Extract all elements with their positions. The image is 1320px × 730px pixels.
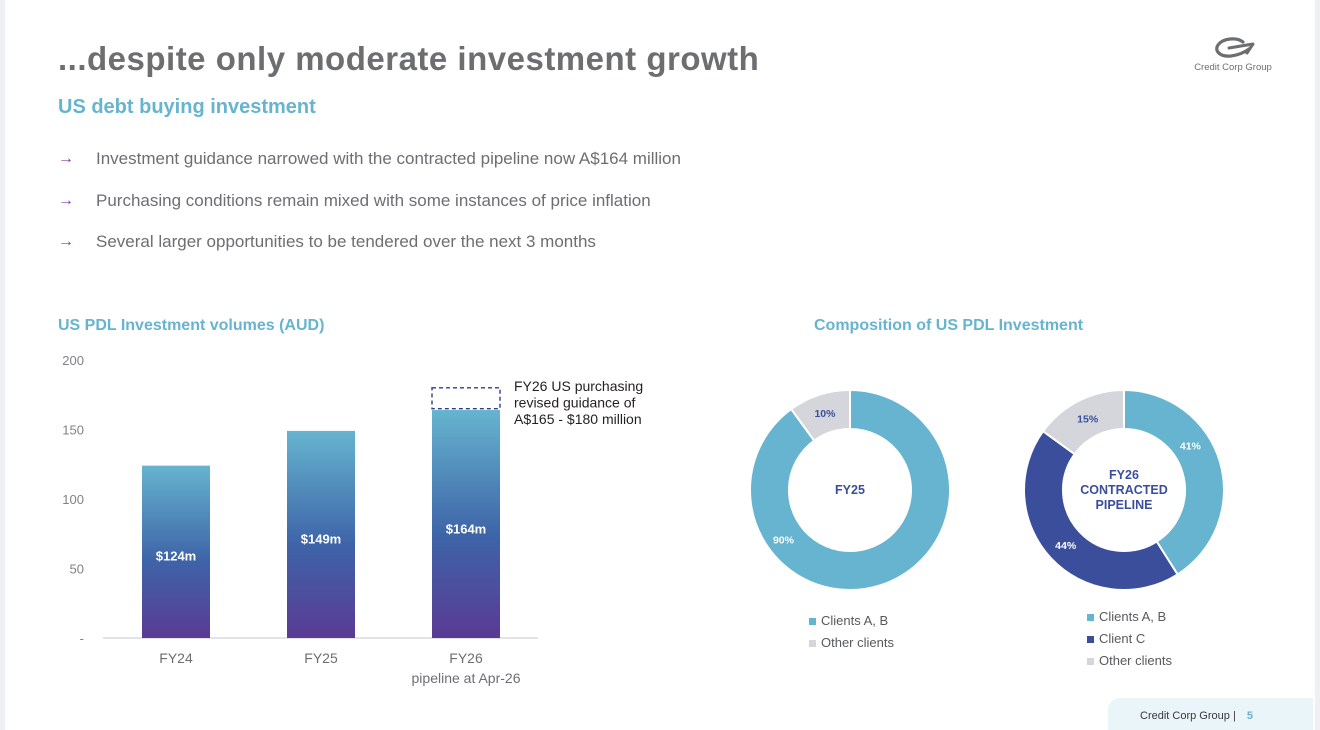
bullet-text: Purchasing conditions remain mixed with … bbox=[96, 190, 651, 210]
bar-fy24 bbox=[142, 465, 210, 638]
donut-slice-clients-a-b bbox=[749, 388, 951, 591]
x-tick-label: FY25 bbox=[304, 650, 338, 666]
x-tick-sublabel: pipeline at Apr-26 bbox=[412, 670, 521, 686]
legend-label: Client C bbox=[1099, 631, 1146, 646]
bullet-text: Several larger opportunities to be tende… bbox=[96, 232, 596, 251]
bar-fy26 bbox=[432, 410, 500, 638]
x-tick-label: FY24 bbox=[159, 650, 193, 666]
bar-fy25 bbox=[287, 430, 355, 638]
legend-item: Clients A, B bbox=[809, 610, 894, 632]
bullet-item: → Several larger opportunities to be tend… bbox=[58, 229, 681, 271]
bullet-item: → Purchasing conditions remain mixed with… bbox=[58, 188, 681, 230]
page-title: ...despite only moderate investment grow… bbox=[58, 40, 760, 77]
bar-data-label: $164m bbox=[446, 522, 486, 537]
guidance-annotation: FY26 US purchasing bbox=[514, 378, 643, 394]
y-tick-label: 150 bbox=[62, 423, 84, 438]
donut-center-label: FY25 bbox=[835, 483, 865, 497]
donut-center-label: FY26 bbox=[1109, 468, 1139, 482]
legend-swatch bbox=[809, 617, 816, 625]
legend-swatch bbox=[1087, 657, 1094, 665]
legend-item: Clients A, B bbox=[1087, 606, 1172, 628]
donut-slice-other-clients bbox=[1041, 388, 1125, 456]
footer: Credit Corp Group | 5 bbox=[1108, 698, 1313, 730]
legend-label: Other clients bbox=[821, 635, 894, 650]
page-subtitle: US debt buying investment bbox=[58, 96, 316, 118]
donut-center-label: CONTRACTED bbox=[1080, 483, 1168, 497]
legend-swatch bbox=[809, 639, 816, 647]
donut-slice-label: 44% bbox=[1055, 540, 1077, 552]
arrow-right-icon: → bbox=[58, 191, 74, 209]
donut-slice-client-c bbox=[1023, 429, 1179, 591]
donut-slice-label: 41% bbox=[1180, 440, 1202, 452]
bullet-list: → Investment guidance narrowed with the c… bbox=[58, 146, 681, 271]
y-tick-label: - bbox=[80, 631, 84, 646]
donut-section-title: Composition of US PDL Investment bbox=[814, 317, 1084, 334]
donut-slice-other-clients bbox=[789, 388, 851, 443]
arrow-right-icon: → bbox=[58, 150, 74, 167]
page-number: 5 bbox=[1246, 710, 1253, 722]
bar-data-label: $149m bbox=[301, 532, 341, 547]
y-tick-label: 50 bbox=[70, 562, 84, 577]
logo-mark-icon bbox=[1215, 37, 1255, 58]
donut-slice-label: 15% bbox=[1077, 414, 1099, 426]
footer-separator: | bbox=[1232, 710, 1236, 722]
legend-item: Other clients bbox=[809, 632, 894, 654]
donut-slice-clients-a-b bbox=[1123, 388, 1225, 576]
donut-slice-label: 10% bbox=[814, 408, 836, 420]
bar-data-label: $124m bbox=[156, 548, 196, 563]
donut-chart-fy25: 90% 10% FY25 bbox=[749, 388, 951, 591]
donut-center-label: PIPELINE bbox=[1096, 498, 1153, 512]
legend-label: Clients A, B bbox=[1099, 609, 1167, 624]
arrow-right-icon: → bbox=[58, 233, 74, 250]
logo-text: Credit Corp Group bbox=[1194, 62, 1272, 73]
bar-chart: - 50 100 150 200 $124m FY24 $149m FY25 $164m FY26 p… bbox=[62, 353, 643, 686]
donut-slice-label: 90% bbox=[773, 535, 795, 547]
legend-fy25: Clients A, B Other clients bbox=[809, 610, 894, 654]
legend-label: Other clients bbox=[1099, 653, 1172, 668]
legend-swatch bbox=[1087, 635, 1094, 643]
footer-text: Credit Corp Group | 5 bbox=[1140, 710, 1253, 722]
x-tick-label: FY26 bbox=[449, 650, 483, 666]
slide: ...despite only moderate investment grow… bbox=[5, 0, 1315, 730]
legend-label: Clients A, B bbox=[821, 613, 889, 628]
bar-chart-title: US PDL Investment volumes (AUD) bbox=[58, 317, 325, 334]
guidance-annotation: revised guidance of bbox=[514, 395, 636, 411]
y-tick-label: 100 bbox=[62, 492, 84, 507]
legend-fy26: Clients A, B Client C Other clients bbox=[1087, 606, 1172, 672]
legend-item: Other clients bbox=[1087, 650, 1172, 672]
legend-swatch bbox=[1087, 613, 1094, 621]
footer-company: Credit Corp Group bbox=[1140, 710, 1230, 722]
bullet-text: Investment guidance narrowed with the co… bbox=[96, 149, 681, 168]
credit-corp-logo: Credit Corp Group bbox=[1193, 36, 1273, 80]
legend-item: Client C bbox=[1087, 628, 1172, 650]
y-tick-label: 200 bbox=[62, 353, 84, 368]
guidance-range-box bbox=[431, 387, 501, 410]
guidance-annotation: A$165 - $180 million bbox=[514, 411, 642, 427]
bullet-item: → Investment guidance narrowed with the c… bbox=[58, 146, 681, 188]
